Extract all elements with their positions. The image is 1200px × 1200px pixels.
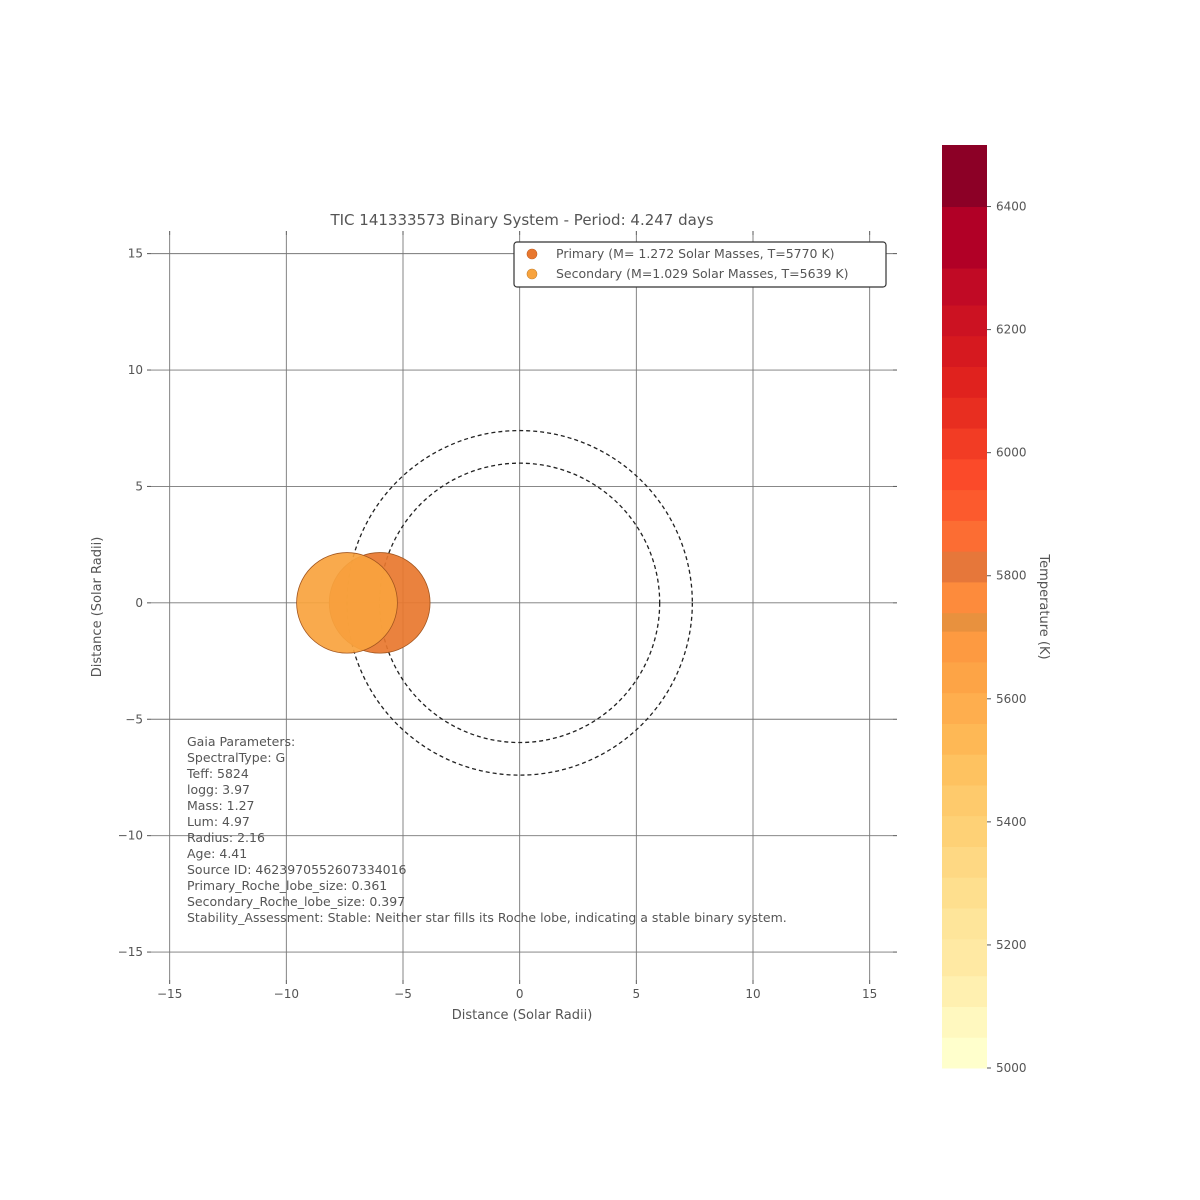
annotation-line: Age: 4.41 [187,846,247,861]
legend: Primary (M= 1.272 Solar Masses, T=5770 K… [513,241,887,288]
colorbar-tick-label: 5400 [996,815,1027,829]
x-axis-label: Distance (Solar Radii) [452,1008,593,1023]
colorbar-band [942,938,987,977]
colorbar-band [942,551,987,583]
x-tick-label: −10 [274,987,299,1001]
x-tick-label: 0 [516,987,524,1001]
colorbar-band [942,268,987,306]
x-tick-label: −15 [157,987,182,1001]
y-tick-label: −5 [125,712,143,726]
legend-marker-secondary [526,268,538,280]
x-tick-label: −5 [394,987,412,1001]
colorbar-band [942,304,987,337]
annotation-line: Source ID: 4623970552607334016 [187,862,407,877]
colorbar-band [942,428,987,460]
colorbar-tick-label: 6200 [996,323,1027,337]
legend-frame [513,241,887,288]
legend-label-secondary: Secondary (M=1.029 Solar Masses, T=5639 … [556,266,848,281]
binary-system-plot: TIC 141333573 Binary System - Period: 4.… [90,211,897,1023]
x-tick-label: 10 [745,987,760,1001]
annotation-line: logg: 3.97 [187,782,250,797]
colorbar-band [942,520,987,552]
colorbar-band [942,846,987,878]
colorbar-tick-label: 5000 [996,1061,1027,1075]
annotation-line: Radius: 2.16 [187,830,265,845]
colorbar-tick-label: 5800 [996,569,1027,583]
annotation-line: Secondary_Roche_lobe_size: 0.397 [187,894,405,909]
colorbar-band [942,612,987,632]
colorbar-label: Temperature (K) [1036,553,1051,659]
colorbar-band [942,692,987,724]
annotation-line: Primary_Roche_lobe_size: 0.361 [187,878,387,893]
colorbar-band [942,784,987,817]
colorbar-band [942,1037,987,1069]
y-tick-label: 0 [135,596,143,610]
x-tick-label: 5 [633,987,641,1001]
y-tick-label: 5 [135,479,143,493]
legend-marker-primary [526,248,538,260]
annotation-line: Stability_Assessment: Stable: Neither st… [187,910,787,925]
y-axis-label: Distance (Solar Radii) [90,537,105,678]
colorbar-tick-label: 6000 [996,446,1027,460]
colorbar-band [942,1006,987,1038]
colorbar-band [942,877,987,909]
colorbar-band [942,754,987,786]
colorbar-band [942,661,987,694]
annotation-line: Gaia Parameters: [187,734,295,749]
colorbar-band [942,458,987,491]
legend-label-primary: Primary (M= 1.272 Solar Masses, T=5770 K… [556,246,835,261]
y-tick-label: −15 [118,945,143,959]
y-tick-label: 10 [128,363,143,377]
colorbar-tick-label: 6400 [996,200,1027,214]
stars [296,552,431,654]
colorbar-band [942,723,987,755]
axes: −15 −10 −5 0 5 10 15 −15 −10 −5 0 5 10 15 [118,231,897,1001]
colorbar-band [942,975,987,1007]
colorbar-band [942,489,987,521]
colorbar-ticks: 5000 5200 5400 5600 5800 6000 6200 6400 [987,200,1027,1075]
x-tick-label: 15 [862,987,877,1001]
colorbar-band [942,206,987,269]
orbit-path [379,462,661,744]
annotation-line: SpectralType: G [187,750,285,765]
colorbar-band [942,908,987,940]
colorbar-band [942,397,987,429]
colorbar-band [942,581,987,614]
colorbar-band [942,631,987,663]
y-tick-label: 15 [128,247,143,261]
colorbar-bands [942,145,987,1069]
temperature-colorbar: 5000 5200 5400 5600 5800 6000 6200 6400 Tempera… [942,145,1051,1075]
annotation-line: Teff: 5824 [186,766,249,781]
colorbar-band [942,145,987,208]
colorbar-tick-label: 5600 [996,692,1027,706]
colorbar-band [942,335,987,368]
colorbar-tick-label: 5200 [996,938,1027,952]
annotation-line: Lum: 4.97 [187,814,250,829]
y-tick-label: −10 [118,829,143,843]
colorbar-band [942,366,987,398]
secondary-star [296,552,398,654]
annotation-line: Mass: 1.27 [187,798,255,813]
colorbar-band [942,815,987,847]
plot-title: TIC 141333573 Binary System - Period: 4.… [329,211,713,229]
